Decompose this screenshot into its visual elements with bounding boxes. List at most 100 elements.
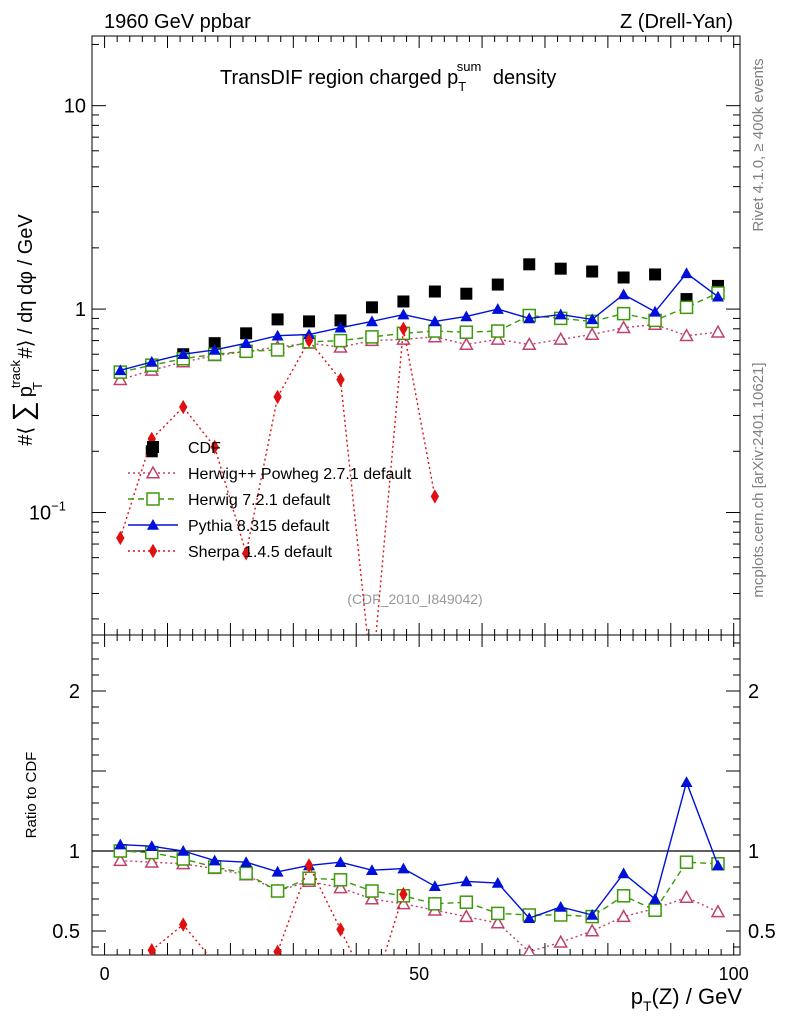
ratio-data-point [490,915,506,929]
top-data-point [428,324,442,338]
ratio-data-point [145,840,158,851]
top-data-point [334,314,347,327]
top-data-point [649,305,662,317]
ratio-data-point [144,854,160,868]
top-data-point [208,337,221,350]
ratio-data-point [365,864,378,875]
top-y-axis-label: #⟨ ∑ptrack T #⟩ / dη dφ / GeV [7,214,45,446]
top-series-2 [113,286,725,379]
ratio-data-point [554,901,567,912]
legend-marker [146,492,160,506]
top-data-point [460,310,473,322]
ratio-series-3 [147,858,408,1002]
top-data-point [241,546,251,561]
top-data-point [397,308,410,320]
top-data-point [208,343,221,355]
ratio-data-point [679,855,694,869]
ratio-data-point [365,884,379,898]
ratio-data-point [208,854,221,866]
ratio-data-point [523,912,536,923]
legend-label: Pythia 8.315 default [188,518,330,535]
legend-marker [148,543,158,559]
top-data-point [113,372,128,386]
ratio-data-point [586,909,599,920]
top-data-point [365,330,379,344]
top-data-point [270,343,285,357]
top-data-point [554,262,567,275]
top-data-point [523,312,536,324]
ratio-data-point [336,922,345,937]
ratio-data-point [680,776,693,787]
plot-title: TransDIF region charged pTsum density [220,59,556,94]
top-data-point [397,295,410,308]
y-tick-label: 1 [75,299,86,321]
top-data-point [459,336,474,351]
legend-marker [147,519,159,530]
ratio-data-point [584,923,600,937]
ratio-data-point [616,909,631,923]
top-data-point [554,308,567,320]
top-data-point [617,271,630,284]
top-series-0 [145,258,724,458]
ratio-data-point [333,880,348,894]
ratio-data-point [491,877,504,888]
header-left: 1960 GeV ppbar [104,11,251,33]
top-data-point [616,306,631,321]
ratio-y-tick-label-right: 1 [748,841,759,863]
ratio-data-point [459,909,474,923]
top-data-point [428,285,441,298]
ratio-series-line [120,859,719,953]
ratio-data-point [648,903,662,917]
ratio-data-point [523,944,536,955]
ratio-data-point [242,988,250,1002]
top-data-point [240,337,253,348]
top-data-point [521,336,537,351]
ratio-data-point [270,884,285,898]
legend-label: Herwig 7.2.1 default [188,492,331,509]
top-data-point [399,321,408,337]
ratio-data-point [333,873,348,887]
top-data-point [523,258,536,271]
ratio-data-point [364,891,380,905]
ratio-series-0 [113,853,726,955]
top-data-point [711,290,724,302]
top-data-point [649,268,662,281]
ratio-data-point [397,862,410,874]
ratio-data-point [239,866,253,881]
top-data-point [271,329,284,341]
top-data-point [336,372,345,387]
ratio-data-point [649,893,662,904]
top-data-point [460,287,473,300]
ratio-data-point [273,944,282,955]
top-data-point [428,315,441,327]
top-data-point [586,313,599,325]
ratio-data-point [616,889,631,903]
top-data-point [680,267,693,279]
ratio-data-point [460,875,473,887]
ratio-data-point [491,906,505,921]
top-data-point [368,673,376,687]
mcplots-label: mcplots.cern.ch [arXiv:2401.10621] [750,362,767,597]
legend-marker [147,441,159,453]
ratio-data-point [711,859,724,871]
ratio-data-point [114,838,127,850]
top-data-point [679,328,694,342]
top-data-point [304,333,314,348]
ratio-data-point [553,934,568,948]
ratio-data-point [334,856,347,867]
top-data-point [240,327,253,340]
top-data-point [114,364,127,376]
ratio-data-point [147,943,156,955]
header-right: Z (Drell-Yan) [620,11,733,33]
ratio-y-tick-label-right: 2 [748,681,759,703]
top-data-point [177,348,190,360]
y-tick-label: 10−1 [29,499,66,525]
x-tick-label: 0 [100,964,110,984]
ratio-data-point [240,856,253,867]
ratio-y-axis-label: Ratio to CDF [23,752,40,839]
top-data-point [179,399,188,415]
legend-entry: Pythia 8.315 default [128,518,330,535]
ratio-y-tick-label: 0.5 [52,921,80,943]
